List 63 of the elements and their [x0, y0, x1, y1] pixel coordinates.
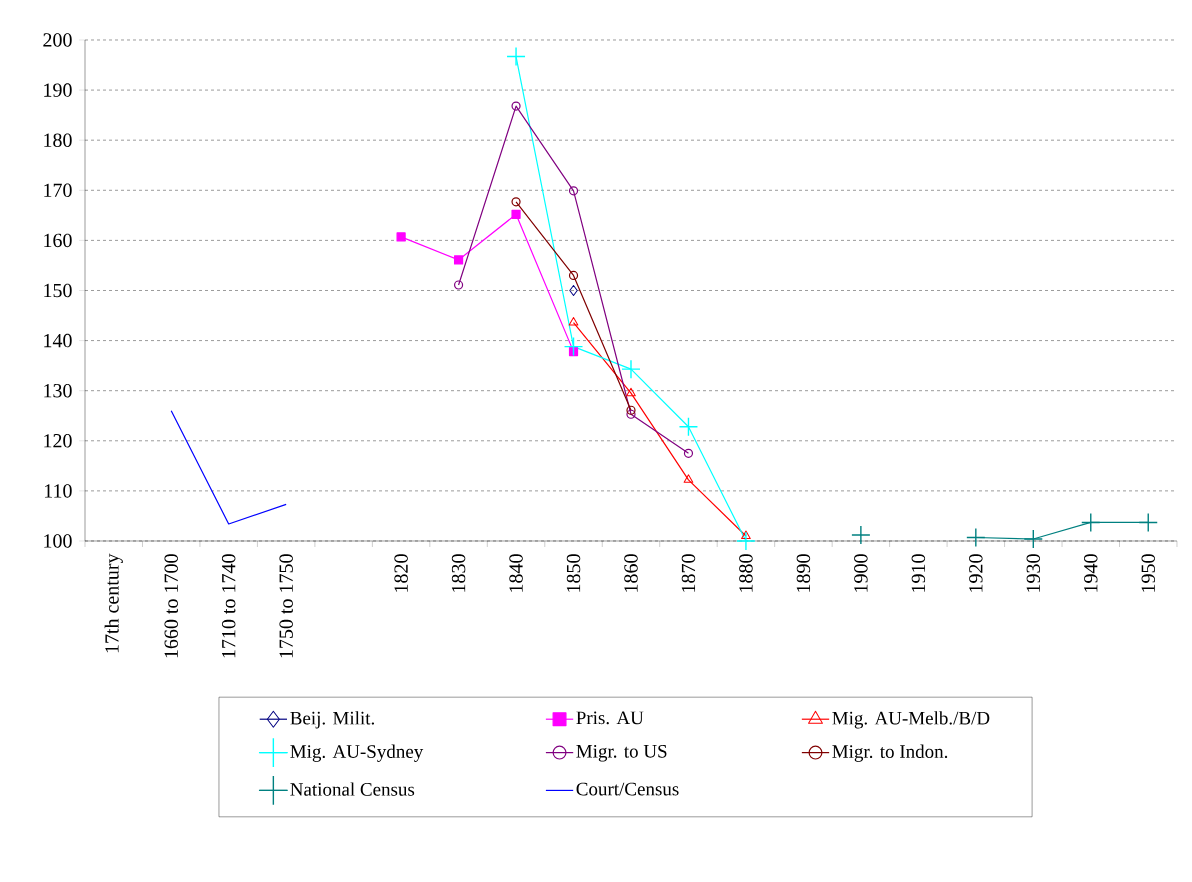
- point: [511, 101, 521, 111]
- point: [678, 417, 699, 437]
- x-tick-label: 1950: [1141, 554, 1155, 592]
- legend-label: Migr. to Indon.: [832, 744, 948, 762]
- y-tick-label: 120: [44, 434, 72, 448]
- point: [568, 186, 579, 196]
- y-tick-label: 110: [44, 484, 72, 498]
- point: [683, 474, 694, 483]
- point: [966, 527, 986, 548]
- point: [568, 270, 579, 281]
- point: [626, 405, 636, 415]
- y-tick-label: 130: [44, 383, 72, 398]
- legend-label: Mig. AU-Sydney: [290, 744, 424, 762]
- y-tick-label: 170: [44, 183, 72, 198]
- legend-label: Migr. to US: [576, 744, 667, 762]
- y-tick-label: 150: [44, 283, 72, 298]
- point: [851, 525, 871, 545]
- legend-label: National Census: [290, 782, 415, 796]
- x-tick-label: 1840: [509, 554, 523, 592]
- point: [621, 359, 641, 379]
- x-tick-label: 1660 to 1700: [164, 554, 178, 658]
- x-tick-label: 1900: [854, 554, 868, 592]
- y-tick-label: 180: [44, 133, 72, 147]
- legend-label: Pris. AU: [576, 711, 644, 725]
- legend-label: Mig. AU-Melb./B/D: [832, 711, 990, 729]
- point: [506, 46, 526, 67]
- x-tick-label: 1860: [624, 554, 638, 592]
- x-tick-label: 1850: [566, 554, 581, 592]
- x-tick-label: 1920: [969, 554, 983, 592]
- point: [736, 531, 756, 551]
- y-tick-label: 140: [44, 333, 72, 348]
- y-tick-label: 200: [43, 33, 72, 47]
- point: [683, 448, 694, 458]
- legend-label: Beij. Milit.: [290, 711, 375, 729]
- x-tick-label: 1880: [739, 554, 753, 592]
- point: [1081, 512, 1101, 533]
- point: [396, 232, 406, 242]
- point: [741, 530, 751, 539]
- point: [453, 255, 464, 265]
- point: [569, 284, 578, 296]
- y-tick-label: 160: [44, 233, 72, 248]
- x-tick-label: 1910: [911, 554, 926, 592]
- point: [568, 317, 579, 326]
- x-tick-label: 1710 to 1740: [221, 554, 236, 658]
- x-tick-label: 1890: [796, 554, 811, 592]
- point: [563, 336, 584, 357]
- x-tick-label: 1750 to 1750: [279, 554, 293, 658]
- point: [626, 387, 636, 397]
- x-tick-label: 1870: [681, 554, 696, 592]
- point: [1023, 529, 1043, 549]
- x-tick-label: 1830: [451, 554, 466, 592]
- x-tick-label: 1940: [1084, 554, 1098, 592]
- x-tick-label: 1930: [1026, 554, 1041, 592]
- x-tick-label: 1820: [394, 554, 408, 592]
- x-tick-label: 17th century: [104, 553, 123, 653]
- point: [1138, 512, 1158, 533]
- point: [453, 280, 464, 290]
- point: [511, 209, 521, 219]
- point: [511, 197, 521, 207]
- legend-label: Court/Census: [576, 782, 679, 796]
- y-tick-label: 100: [44, 534, 72, 548]
- y-tick-label: 190: [44, 83, 72, 97]
- point: [626, 409, 636, 419]
